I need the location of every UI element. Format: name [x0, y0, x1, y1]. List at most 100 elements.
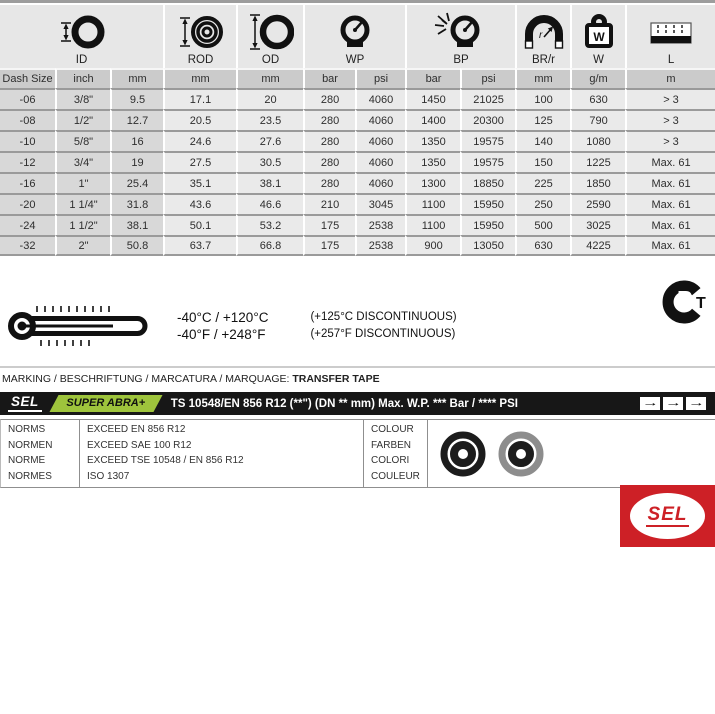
cell-w-gm: 4225	[570, 235, 626, 256]
cell-rod-mm: 27.5	[163, 151, 237, 172]
sel-logo: SEL	[8, 395, 42, 412]
norms-labels-column: NORMS NORMEN NORME NORMES	[1, 420, 79, 487]
cell-wp-bar: 280	[303, 172, 356, 193]
page-top-strip	[0, 0, 715, 5]
cell-wp-psi: 4060	[355, 172, 406, 193]
cell-id-mm: 38.1	[110, 214, 164, 235]
marking-line: MARKING / BESCHRIFTUNG / MARCATURA / MAR…	[0, 371, 715, 389]
cell-br-mm: 250	[515, 193, 571, 214]
table-row: -24 1 1/2" 38.1 50.1 53.2 175 2538 1100 …	[0, 214, 715, 235]
cell-id-inch: 2"	[55, 235, 110, 256]
product-spec-text: TS 10548/EN 856 R12 (**") (DN ** mm) Max…	[170, 397, 518, 410]
cell-id-inch: 3/4"	[55, 151, 110, 172]
group-od: OD	[236, 5, 304, 68]
table-row: -32 2" 50.8 63.7 66.8 175 2538 900 13050…	[0, 235, 715, 256]
cell-bp-bar: 1100	[405, 214, 461, 235]
subheader-dash-size: Dash Size	[0, 68, 55, 88]
cell-id-mm: 12.7	[110, 109, 164, 130]
sel-logo-text: SEL	[645, 504, 690, 527]
cell-l-m: Max. 61	[625, 193, 715, 214]
cell-rod-mm: 20.5	[163, 109, 237, 130]
cell-l-m: Max. 61	[625, 214, 715, 235]
cell-dash-size: -16	[0, 172, 55, 193]
weight-icon: W	[584, 14, 613, 48]
cell-wp-bar: 280	[303, 88, 356, 109]
cell-bp-bar: 1350	[405, 130, 461, 151]
cell-dash-size: -20	[0, 193, 55, 214]
table-row: -10 5/8" 16 24.6 27.6 280 4060 1350 1957…	[0, 130, 715, 151]
product-bar: SEL SUPER ABRA+ TS 10548/EN 856 R12 (**"…	[0, 392, 715, 415]
cell-od-mm: 38.1	[236, 172, 304, 193]
cell-br-mm: 125	[515, 109, 571, 130]
table-row: -12 3/4" 19 27.5 30.5 280 4060 1350 1957…	[0, 151, 715, 172]
colour-label: COLOUR	[371, 424, 414, 435]
cell-id-inch: 5/8"	[55, 130, 110, 151]
cell-dash-size: -08	[0, 109, 55, 130]
cell-id-mm: 31.8	[110, 193, 164, 214]
cell-rod-mm: 63.7	[163, 235, 237, 256]
sel-red-logo: SEL	[620, 485, 715, 547]
group-label: BR/r	[532, 54, 556, 66]
cell-w-gm: 2590	[570, 193, 626, 214]
group-label: BP	[453, 54, 469, 66]
cell-id-inch: 1"	[55, 172, 110, 193]
colour-label: COLORI	[371, 455, 410, 466]
cell-bp-psi: 15950	[460, 193, 516, 214]
group-bp: BP	[405, 5, 516, 68]
cell-rod-mm: 24.6	[163, 130, 237, 151]
norms-value: ISO 1307	[87, 470, 130, 482]
norms-value: EXCEED EN 856 R12	[87, 424, 186, 435]
subheader-od-mm: mm	[236, 68, 304, 88]
cell-bp-psi: 20300	[460, 109, 516, 130]
group-header-row: ID	[0, 5, 715, 68]
working-pressure-gauge-icon	[340, 15, 370, 47]
subheader-row: Dash Size inch mm mm mm bar psi bar psi …	[0, 68, 715, 88]
group-br: r BR/r	[515, 5, 571, 68]
cell-br-mm: 500	[515, 214, 571, 235]
cell-rod-mm: 17.1	[163, 88, 237, 109]
table-row: -08 1/2" 12.7 20.5 23.5 280 4060 1400 20…	[0, 109, 715, 130]
colour-label: FARBEN	[371, 439, 412, 451]
cell-br-mm: 100	[515, 88, 571, 109]
cell-bp-bar: 1350	[405, 151, 461, 172]
norms-label: NORMEN	[8, 439, 53, 451]
cell-dash-size: -06	[0, 88, 55, 109]
temperature-section: -40°C / +120°C -40°F / +248°F (+125°C DI…	[0, 302, 715, 350]
cell-br-mm: 225	[515, 172, 571, 193]
series-badge: SUPER ABRA+	[49, 395, 163, 412]
table-row: -06 3/8" 9.5 17.1 20 280 4060 1450 21025…	[0, 88, 715, 109]
subheader-rod-mm: mm	[163, 68, 237, 88]
svg-text:Р: Р	[677, 286, 692, 312]
group-wp: WP	[303, 5, 406, 68]
cell-w-gm: 1080	[570, 130, 626, 151]
cell-bp-bar: 1400	[405, 109, 461, 130]
cell-od-mm: 20	[236, 88, 304, 109]
cell-wp-bar: 280	[303, 151, 356, 172]
cell-w-gm: 1850	[570, 172, 626, 193]
group-w: W W	[570, 5, 626, 68]
table-row: -20 1 1/4" 31.8 43.6 46.6 210 3045 1100 …	[0, 193, 715, 214]
cell-br-mm: 140	[515, 130, 571, 151]
cell-id-mm: 50.8	[110, 235, 164, 256]
cell-bp-psi: 21025	[460, 88, 516, 109]
cell-id-inch: 1 1/2"	[55, 214, 110, 235]
cell-l-m: Max. 61	[625, 172, 715, 193]
cell-od-mm: 30.5	[236, 151, 304, 172]
cell-rod-mm: 43.6	[163, 193, 237, 214]
sel-logo-ellipse: SEL	[630, 493, 705, 539]
temperature-range-text: -40°C / +120°C -40°F / +248°F	[177, 309, 268, 343]
cell-wp-bar: 210	[303, 193, 356, 214]
black-hose-ring-icon	[440, 431, 486, 476]
cell-od-mm: 23.5	[236, 109, 304, 130]
cell-wp-psi: 4060	[355, 88, 406, 109]
cell-id-mm: 16	[110, 130, 164, 151]
svg-text:r: r	[539, 30, 543, 41]
cell-bp-psi: 19575	[460, 151, 516, 172]
svg-text:Т: Т	[696, 295, 706, 312]
cell-dash-size: -12	[0, 151, 55, 172]
cell-bp-psi: 19575	[460, 130, 516, 151]
cell-l-m: > 3	[625, 109, 715, 130]
cell-rod-mm: 35.1	[163, 172, 237, 193]
subheader-id-inch: inch	[55, 68, 110, 88]
